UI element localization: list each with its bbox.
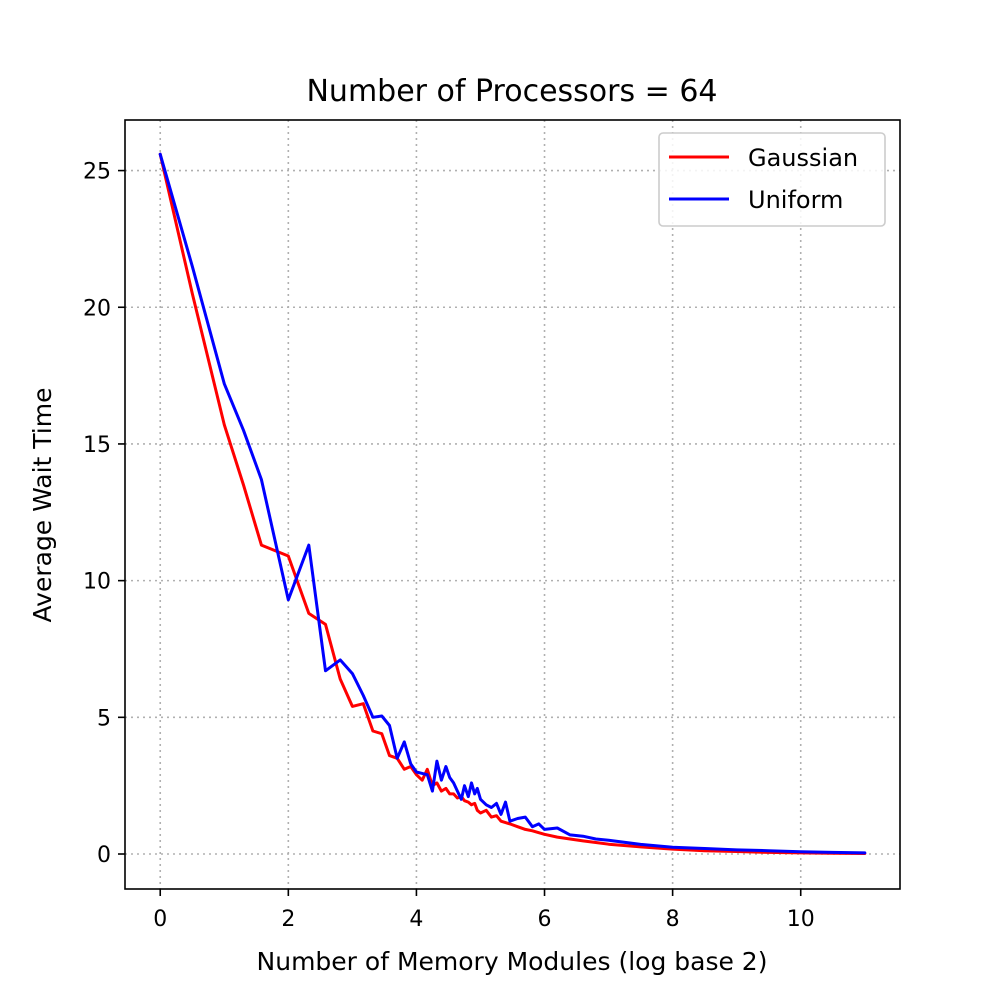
x-tick-label: 6 [538, 907, 552, 932]
legend: Gaussian Uniform [658, 132, 886, 227]
plot-frame [124, 119, 901, 890]
series-line-uniform [158, 152, 867, 855]
x-tick-label: 4 [409, 907, 423, 932]
x-tick-label: 0 [153, 907, 167, 932]
x-axis-label: Number of Memory Modules (log base 2) [257, 947, 768, 976]
y-axis-label: Average Wait Time [28, 388, 57, 623]
y-tick-label: 15 [83, 433, 111, 458]
y-tick-label: 25 [83, 160, 111, 185]
y-tick-label: 20 [83, 296, 111, 321]
x-tick-label: 10 [787, 907, 815, 932]
y-tick-label: 5 [97, 706, 111, 731]
legend-label-uniform: Uniform [748, 186, 843, 214]
series-line-gaussian [158, 152, 867, 855]
legend-label-gaussian: Gaussian [748, 144, 858, 172]
x-tick-label: 8 [666, 907, 680, 932]
y-tick-label: 0 [97, 843, 111, 868]
chart-title: Number of Processors = 64 [306, 74, 717, 109]
grid [125, 120, 900, 889]
y-tick-label: 10 [83, 570, 111, 595]
ticks: 0 2 4 6 8 10 0 5 10 15 20 25 [83, 160, 815, 932]
x-tick-label: 2 [281, 907, 295, 932]
series-layer [158, 152, 867, 855]
